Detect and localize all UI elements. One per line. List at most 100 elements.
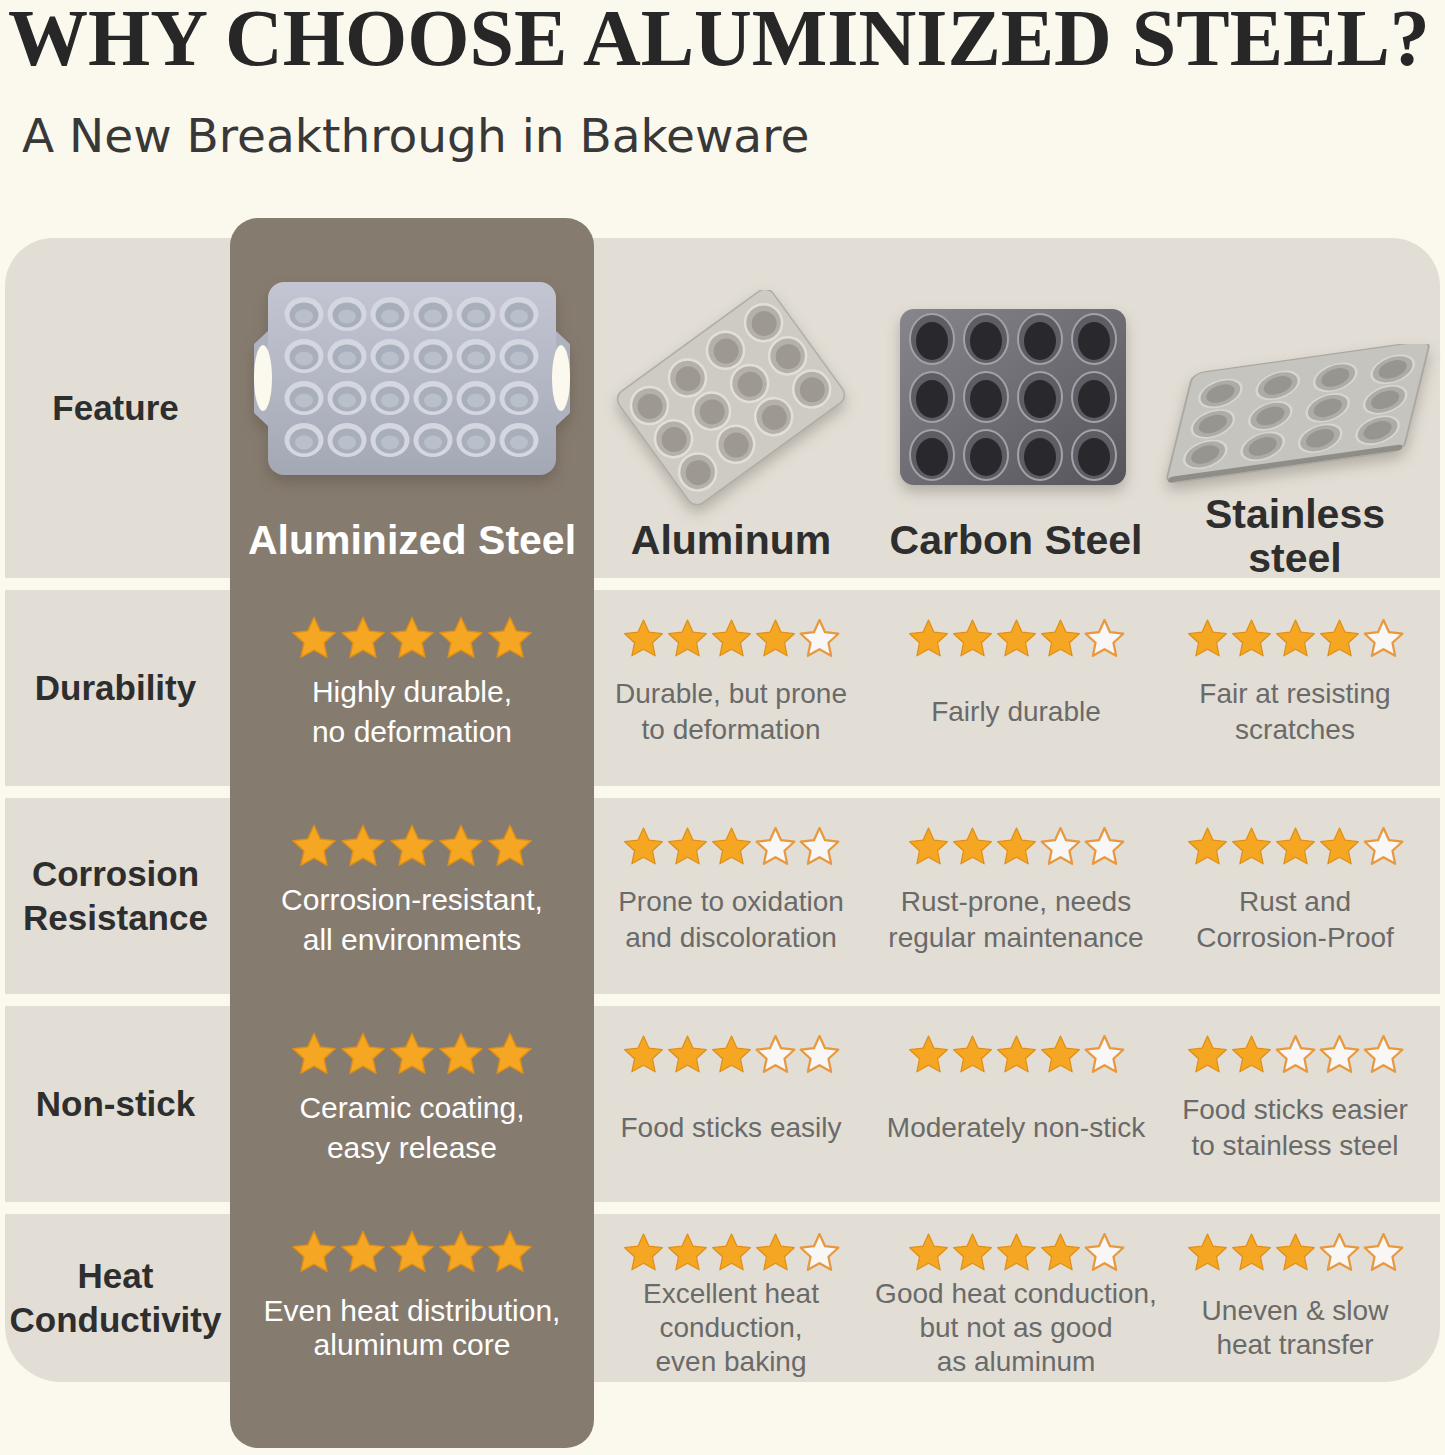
- feature-header-cell: Feature: [8, 238, 223, 578]
- star-filled-icon: [755, 618, 796, 659]
- rating-stars: [868, 823, 1164, 869]
- star-filled-icon: [438, 615, 484, 661]
- star-filled-icon: [1040, 618, 1081, 659]
- feature-label-cell: Heat Conductivity: [8, 1214, 223, 1382]
- star-filled-icon: [340, 1229, 386, 1275]
- star-empty-icon: [1084, 826, 1125, 867]
- star-filled-icon: [438, 1031, 484, 1077]
- star-empty-icon: [1084, 1232, 1125, 1273]
- star-filled-icon: [340, 823, 386, 869]
- star-filled-icon: [291, 823, 337, 869]
- rating-note: Highly durable,no deformation: [312, 672, 512, 752]
- star-filled-icon: [291, 1031, 337, 1077]
- star-filled-icon: [623, 1232, 664, 1273]
- star-empty-icon: [1275, 1034, 1316, 1075]
- rating-note: Rust-prone, needsregular maintenance: [888, 884, 1143, 956]
- star-filled-icon: [389, 1229, 435, 1275]
- rating-note: Prone to oxidationand discoloration: [618, 884, 844, 956]
- star-empty-icon: [1084, 1034, 1125, 1075]
- rating-stars: [605, 1031, 857, 1077]
- rating-stars: [242, 823, 582, 869]
- star-empty-icon: [755, 826, 796, 867]
- page-title: WHY CHOOSE ALUMINIZED STEEL?: [8, 0, 1445, 84]
- star-filled-icon: [996, 1034, 1037, 1075]
- star-filled-icon: [389, 615, 435, 661]
- rating-note-cell: Prone to oxidationand discoloration: [605, 882, 857, 958]
- star-empty-icon: [799, 1232, 840, 1273]
- rating-stars: [868, 1229, 1164, 1275]
- rating-note: Food sticks easierto stainless steel: [1182, 1092, 1408, 1164]
- rating-note: Moderately non-stick: [887, 1110, 1145, 1146]
- rating-stars: [605, 1229, 857, 1275]
- star-filled-icon: [755, 1232, 796, 1273]
- star-filled-icon: [1187, 1232, 1228, 1273]
- star-filled-icon: [908, 826, 949, 867]
- star-empty-icon: [1363, 618, 1404, 659]
- infographic-page: WHY CHOOSE ALUMINIZED STEEL? A New Break…: [0, 0, 1445, 1455]
- star-filled-icon: [487, 823, 533, 869]
- feature-label-cell: Corrosion Resistance: [8, 798, 223, 994]
- feature-label-cell: Durability: [8, 590, 223, 786]
- feature-label: Heat Conductivity: [8, 1254, 223, 1342]
- rating-stars: [605, 615, 857, 661]
- rating-note: Fair at resistingscratches: [1199, 676, 1390, 748]
- star-filled-icon: [623, 1034, 664, 1075]
- page-subtitle: A New Breakthrough in Bakeware: [22, 108, 809, 163]
- star-filled-icon: [1187, 826, 1228, 867]
- star-empty-icon: [1040, 826, 1081, 867]
- star-filled-icon: [667, 1232, 708, 1273]
- star-filled-icon: [389, 823, 435, 869]
- star-filled-icon: [438, 823, 484, 869]
- rating-note: Corrosion-resistant,all environments: [281, 880, 543, 960]
- rating-note: Good heat conduction,but not as goodas a…: [875, 1277, 1157, 1379]
- stainless-steel-pan-image: [1163, 344, 1433, 484]
- star-filled-icon: [340, 615, 386, 661]
- rating-note-cell: Uneven & slowheat transfer: [1166, 1276, 1424, 1380]
- star-filled-icon: [291, 615, 337, 661]
- star-filled-icon: [711, 826, 752, 867]
- rating-note-cell: Rust-prone, needsregular maintenance: [868, 882, 1164, 958]
- star-filled-icon: [996, 1232, 1037, 1273]
- aluminized-steel-pan-image: [252, 276, 572, 481]
- feature-label: Non-stick: [36, 1082, 195, 1126]
- feature-label: Corrosion Resistance: [8, 852, 223, 940]
- star-filled-icon: [1275, 826, 1316, 867]
- star-filled-icon: [1040, 1034, 1081, 1075]
- rating-note: Rust andCorrosion-Proof: [1196, 884, 1394, 956]
- star-filled-icon: [1040, 1232, 1081, 1273]
- rating-stars: [868, 615, 1164, 661]
- rating-stars: [605, 823, 857, 869]
- star-empty-icon: [799, 618, 840, 659]
- star-filled-icon: [711, 1034, 752, 1075]
- rating-stars: [1166, 823, 1424, 869]
- star-filled-icon: [623, 826, 664, 867]
- rating-note: Even heat distribution,aluminum core: [264, 1294, 561, 1362]
- rating-note-cell: Moderately non-stick: [868, 1090, 1164, 1166]
- star-filled-icon: [1275, 1232, 1316, 1273]
- star-filled-icon: [1275, 618, 1316, 659]
- star-filled-icon: [908, 1232, 949, 1273]
- star-filled-icon: [952, 618, 993, 659]
- star-filled-icon: [487, 615, 533, 661]
- rating-note-cell: Fairly durable: [868, 674, 1164, 750]
- star-filled-icon: [952, 1232, 993, 1273]
- star-filled-icon: [667, 618, 708, 659]
- star-empty-icon: [1363, 1034, 1404, 1075]
- column-header-stainless-steel: Stainless steel: [1166, 492, 1424, 580]
- star-filled-icon: [487, 1031, 533, 1077]
- feature-label: Durability: [35, 666, 196, 710]
- rating-stars: [1166, 1031, 1424, 1077]
- rating-stars: [242, 1229, 582, 1275]
- rating-note-cell: Corrosion-resistant,all environments: [242, 882, 582, 958]
- star-empty-icon: [799, 1034, 840, 1075]
- star-filled-icon: [711, 618, 752, 659]
- star-filled-icon: [667, 826, 708, 867]
- star-empty-icon: [755, 1034, 796, 1075]
- rating-stars: [1166, 1229, 1424, 1275]
- star-empty-icon: [799, 826, 840, 867]
- star-filled-icon: [438, 1229, 484, 1275]
- rating-note: Food sticks easily: [621, 1110, 842, 1146]
- star-filled-icon: [1231, 1034, 1272, 1075]
- rating-note-cell: Rust andCorrosion-Proof: [1166, 882, 1424, 958]
- rating-note-cell: Food sticks easily: [605, 1090, 857, 1166]
